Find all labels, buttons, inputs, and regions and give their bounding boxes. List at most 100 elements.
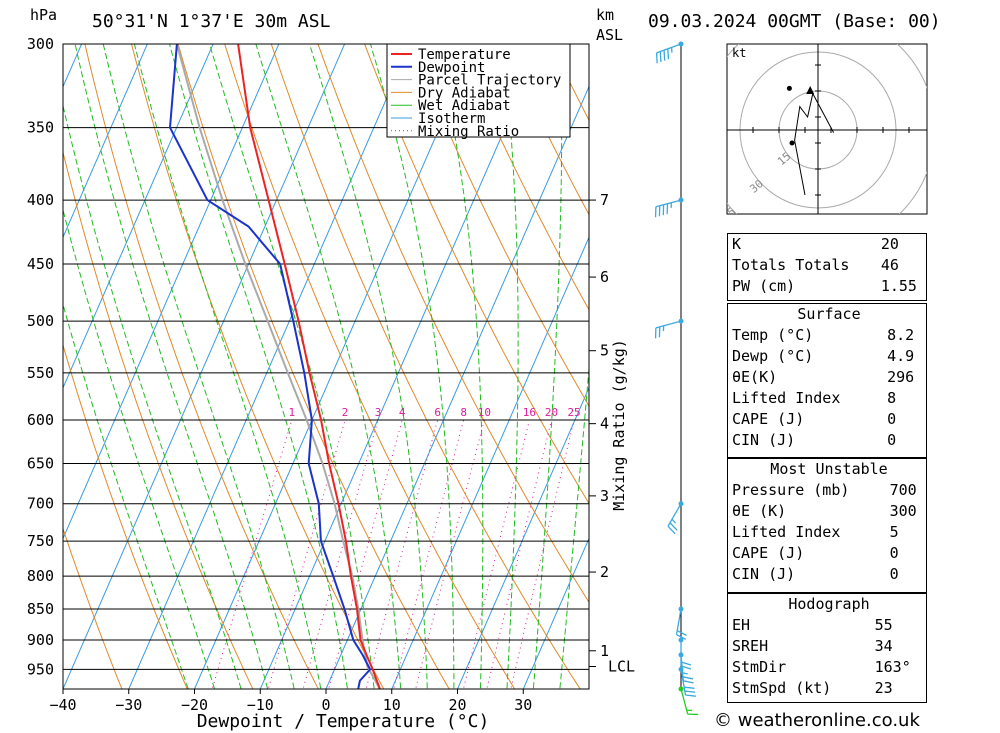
- isotherm-line: [63, 44, 83, 88]
- dewpoint-line: [168, 44, 372, 689]
- index-row: CIN (J) 0: [728, 564, 926, 585]
- legend-label: Wet Adiabat: [418, 98, 511, 114]
- index-row: StmSpd (kt) 23: [728, 678, 926, 699]
- pressure-tick-label: 600: [27, 411, 54, 429]
- index-label: Lifted Index: [732, 523, 841, 541]
- mixing-ratio-line: [393, 419, 465, 689]
- x-tick-label: 30: [514, 696, 532, 714]
- index-label: SREH: [732, 637, 769, 655]
- x-tick-label: 0: [321, 696, 330, 714]
- index-value: 46: [880, 256, 899, 274]
- index-value: 23: [874, 679, 893, 697]
- mixing-ratio-label: 20: [545, 406, 558, 419]
- index-row: Lifted Index 5: [728, 522, 926, 543]
- index-value: 0: [889, 544, 899, 562]
- isotherm-line: [522, 537, 589, 689]
- wind-barb-shaft: [675, 608, 682, 635]
- wet-adiabat-line: [133, 44, 322, 689]
- isotherm-line: [0, 0, 59, 697]
- index-row: K 20: [728, 234, 926, 255]
- isotherm-line: [63, 44, 148, 239]
- index-label: CAPE (J): [732, 410, 805, 428]
- index-value: 8.2: [887, 326, 915, 344]
- wind-barb: [676, 634, 687, 640]
- index-value: 8: [887, 389, 897, 407]
- pressure-tick-label: 450: [27, 255, 54, 273]
- mixing-ratio-line: [267, 419, 346, 689]
- index-label: θE (K): [732, 502, 787, 520]
- index-row: Pressure (mb) 700: [728, 480, 926, 501]
- index-value: 700: [889, 481, 917, 499]
- wet-adiabat-line: [559, 362, 589, 689]
- x-tick-label: −20: [181, 696, 208, 714]
- index-row: SREH 34: [728, 636, 926, 657]
- wind-barb: [655, 52, 658, 64]
- mixing-ratio-label: 25: [567, 406, 580, 419]
- x-tick-label: 20: [448, 696, 466, 714]
- wind-barb: [667, 525, 676, 535]
- mixing-ratio-label: 10: [478, 406, 491, 419]
- indices-basic-box: K 20 Totals Totals 46 PW (cm) 1.55: [727, 233, 927, 301]
- temperature-line: [237, 44, 381, 689]
- index-row: Dewp (°C) 4.9: [728, 346, 926, 367]
- mixing-ratio-label: 4: [399, 406, 406, 419]
- parcel-trajectory-line: [175, 44, 381, 689]
- dry-adiabat-line: [410, 44, 589, 407]
- height-unit-km: km: [596, 6, 615, 24]
- pressure-tick-label: 750: [27, 532, 54, 550]
- hodograph-title: Hodograph: [788, 595, 870, 613]
- pressure-tick-label: 550: [27, 364, 54, 382]
- pressure-tick-label: 400: [27, 191, 54, 209]
- legend-label: Temperature: [418, 47, 511, 63]
- index-value: 55: [874, 616, 893, 634]
- location-title: 50°31'N 1°37'E 30m ASL: [92, 11, 331, 32]
- datetime-title: 09.03.2024 00GMT (Base: 00): [648, 11, 941, 32]
- index-row: Totals Totals 46: [728, 255, 926, 276]
- isotherm-line: [63, 44, 280, 540]
- index-label: EH: [732, 616, 751, 634]
- dry-adiabat-line: [364, 44, 589, 505]
- mixing-ratio-line: [365, 419, 439, 689]
- wind-barb-shaft: [655, 199, 682, 208]
- wind-barb: [683, 680, 694, 684]
- wind-barb: [680, 661, 692, 666]
- index-row: Temp (°C) 8.2: [728, 325, 926, 346]
- mixing-ratio-label: 16: [523, 406, 536, 419]
- index-label: Dewp (°C): [732, 347, 814, 365]
- x-axis-label: Dewpoint / Temperature (°C): [197, 711, 490, 732]
- mixing-ratio-label: 3: [375, 406, 382, 419]
- indices-mu-table: Most Unstable Pressure (mb) 700 θE (K) 300…: [728, 459, 926, 585]
- index-label: Lifted Index: [732, 389, 841, 407]
- dry-adiabat-line: [63, 150, 254, 689]
- wet-adiabat-line: [308, 44, 428, 689]
- index-value: 4.9: [887, 347, 915, 365]
- wind-barb-shaft: [656, 43, 682, 54]
- index-label: StmSpd (kt): [732, 679, 832, 697]
- indices-hodograph-table: Hodograph EH 55 SREH 34 StmDir 163° StmSpd …: [728, 594, 926, 699]
- dry-adiabat-line: [0, 0, 59, 697]
- index-label: K: [732, 235, 742, 253]
- wet-adiabat-line: [63, 207, 216, 689]
- copyright-link[interactable]: © weatheronline.co.uk: [714, 710, 920, 731]
- index-label: CIN (J): [732, 431, 796, 449]
- pressure-tick-label: 700: [27, 495, 54, 513]
- wet-adiabat-line: [63, 103, 242, 689]
- wind-barb: [669, 522, 678, 531]
- index-value: 1.55: [880, 277, 917, 295]
- surface-title: Surface: [797, 305, 861, 323]
- wind-barb: [685, 694, 696, 697]
- index-label: StmDir: [732, 658, 787, 676]
- lcl-label: LCL: [608, 658, 635, 676]
- mixing-ratio-axis-label: Mixing Ratio (g/kg): [610, 339, 628, 511]
- index-value: 0: [887, 410, 897, 428]
- pressure-tick-label: 300: [27, 35, 54, 53]
- pressure-tick-label: 500: [27, 312, 54, 330]
- height-tick-label: 2: [600, 563, 609, 581]
- legend-label: Isotherm: [418, 111, 485, 127]
- indices-surface-box: Surface Temp (°C) 8.2 Dewp (°C) 4.9 θE(K) 2…: [727, 303, 927, 458]
- pressure-tick-label: 900: [27, 631, 54, 649]
- wet-adiabat-line: [532, 44, 563, 689]
- mixing-ratio-line: [211, 419, 293, 689]
- pressure-unit-label: hPa: [30, 6, 58, 24]
